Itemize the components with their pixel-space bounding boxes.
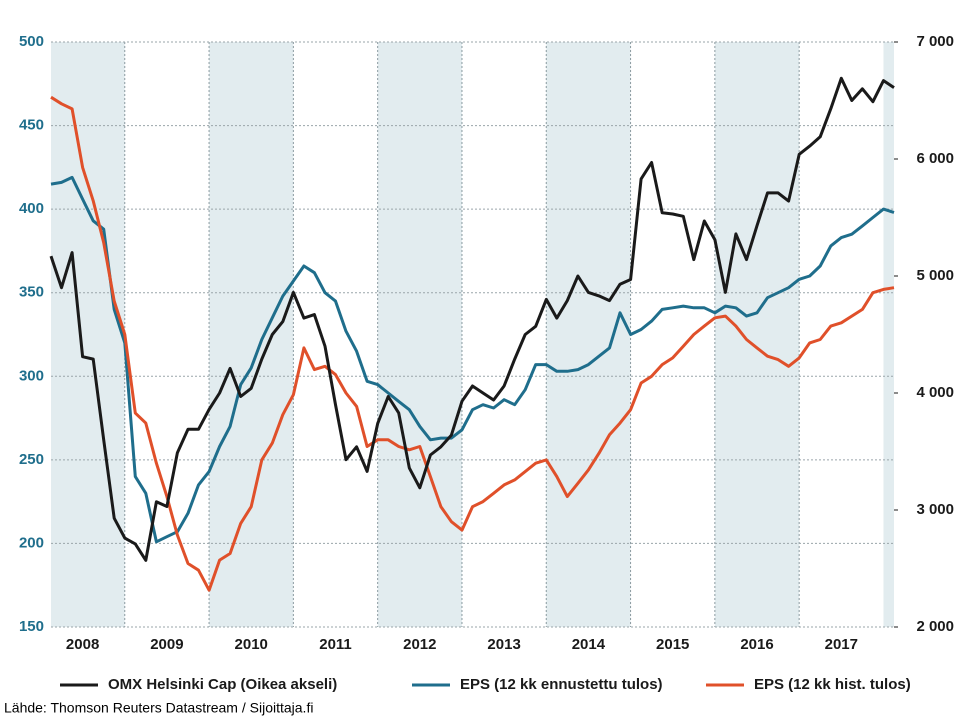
y2-tick-label: 5 000 <box>916 267 954 284</box>
y-tick-label: 300 <box>19 367 44 384</box>
series-line <box>49 76 895 562</box>
x-tick-label: 2009 <box>150 636 183 653</box>
legend-label: EPS (12 kk ennustettu tulos) <box>460 676 663 693</box>
y2-tick-label: 3 000 <box>916 501 954 518</box>
y2-tick-label: 6 000 <box>916 150 954 167</box>
y-tick-label: 450 <box>19 117 44 134</box>
y-tick-label: 400 <box>19 200 44 217</box>
source: Lähde: Thomson Reuters Datastream / Sijo… <box>4 700 313 716</box>
series-line <box>50 95 895 592</box>
year-band <box>51 42 125 627</box>
x-tick-label: 2013 <box>487 636 520 653</box>
series-line <box>50 175 895 544</box>
y-tick-label: 500 <box>19 33 44 50</box>
year-band <box>377 42 462 627</box>
x-tick-label: 2008 <box>66 636 99 653</box>
x-tick-label: 2012 <box>403 636 436 653</box>
y2-tick-label: 2 000 <box>916 618 954 635</box>
x-tick-label: 2011 <box>319 636 352 653</box>
year-band <box>209 42 294 627</box>
legend-label: EPS (12 kk hist. tulos) <box>754 676 911 693</box>
year-band <box>714 42 800 627</box>
year-band <box>883 42 894 627</box>
legend-label: OMX Helsinki Cap (Oikea akseli) <box>108 676 337 693</box>
y2-tick-label: 4 000 <box>916 384 954 401</box>
x-tick-label: 2016 <box>740 636 773 653</box>
x-tick-label: 2014 <box>572 636 606 653</box>
y-tick-label: 350 <box>19 284 44 301</box>
year-band <box>546 42 631 627</box>
x-tick-label: 2015 <box>656 636 689 653</box>
y-tick-label: 250 <box>19 451 44 468</box>
y-tick-label: 200 <box>19 534 44 551</box>
y2-tick-label: 7 000 <box>916 33 954 50</box>
y-tick-label: 150 <box>19 618 44 635</box>
x-tick-label: 2017 <box>825 636 858 653</box>
x-tick-label: 2010 <box>235 636 268 653</box>
